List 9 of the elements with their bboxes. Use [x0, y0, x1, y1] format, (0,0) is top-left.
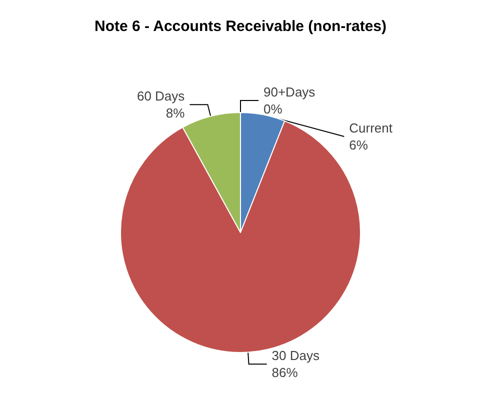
data-label: 8%	[166, 106, 186, 121]
text: 0%	[264, 101, 282, 116]
category-label: 90+Days	[264, 84, 316, 100]
chart-title: Note 6 - Accounts Receivable (non-rates)	[94, 18, 387, 35]
slice-label: Current	[349, 120, 393, 136]
data-label: 6%	[349, 137, 368, 152]
data-label: 86%	[272, 365, 298, 380]
slice-label: 30 Days	[272, 348, 320, 364]
slice-label: 60 Days	[136, 88, 186, 104]
